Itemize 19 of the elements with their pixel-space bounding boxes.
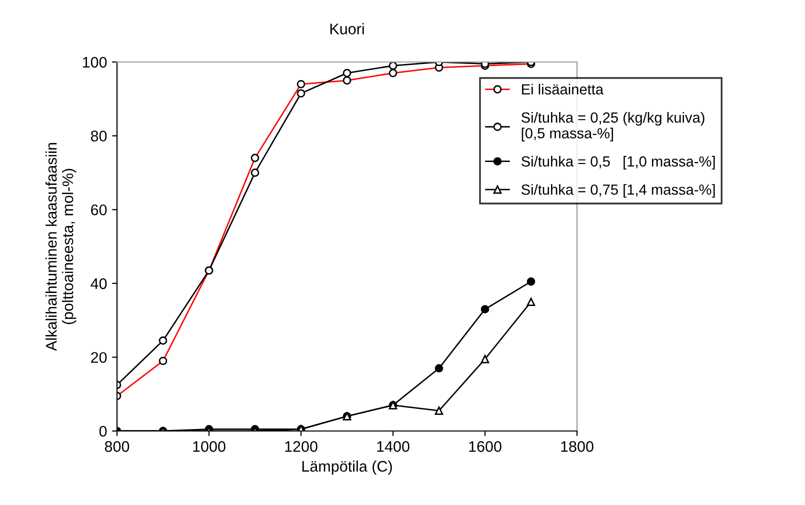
legend-label: Si/tuhka = 0,25 (kg/kg kuiva) [0,5 massa-%] [521,112,704,142]
legend-label: Si/tuhka = 0,75 [1,4 massa-%] [521,184,715,198]
chart-title: Kuori [330,23,364,34]
y-tick-label: 20 [91,352,107,363]
y-axis-title: Alkalihaihtuminen kaasufaasiin (polttoaineesta, mol-%) [46,143,76,351]
x-axis-title: Lämpötila (C) [302,460,392,475]
x-tick-label: 1600 [469,441,502,452]
x-tick-label: 1400 [377,441,410,452]
x-tick-label: 800 [104,441,130,452]
x-tick-label: 1800 [561,441,594,452]
y-tick-label: 0 [99,426,107,437]
legend-label: Si/tuhka = 0,5 [1,0 massa-%] [521,156,715,170]
x-tick-label: 1200 [285,441,318,452]
y-tick-label: 100 [82,56,107,68]
y-tick-label: 40 [90,278,107,290]
y-tick-label: 60 [91,204,107,216]
legend-label: Ei lisäainetta [522,84,604,95]
y-tick-label: 80 [90,130,107,142]
x-tick-label: 1000 [193,441,226,452]
